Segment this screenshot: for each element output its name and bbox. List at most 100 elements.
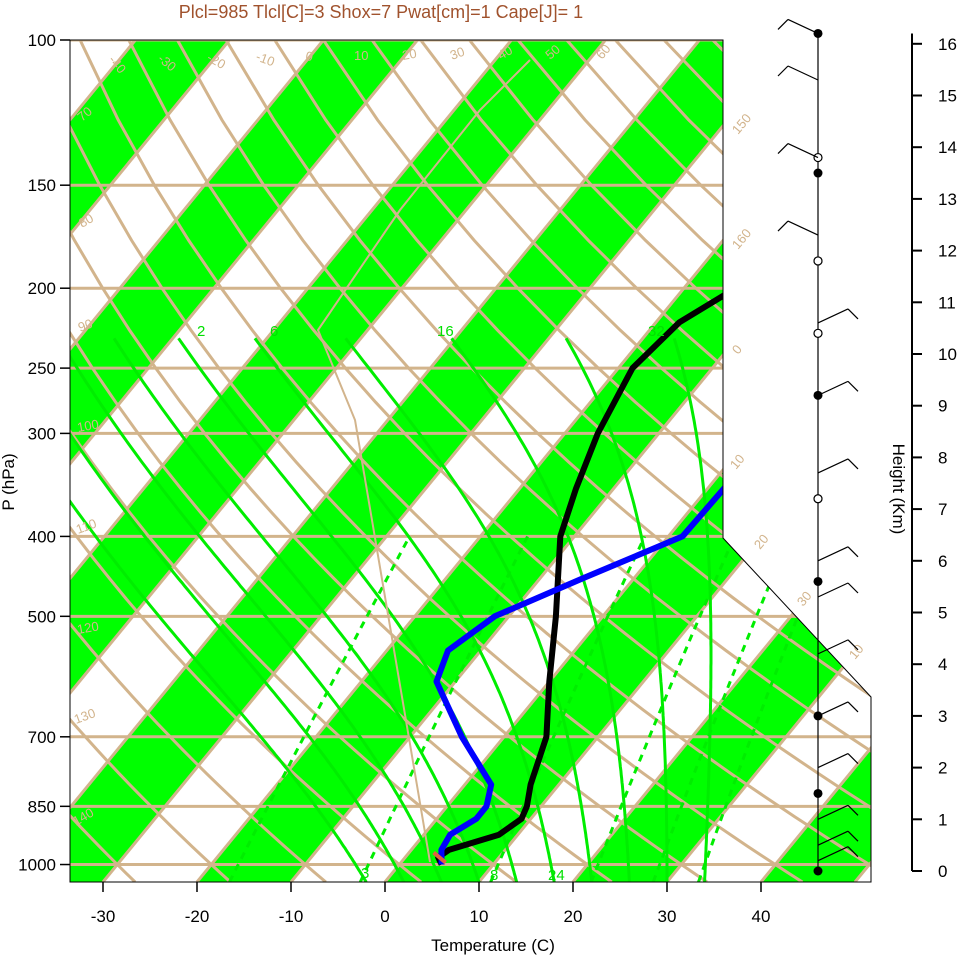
mixing-ratio-line: [489, 535, 647, 882]
height-tick-label: 1: [938, 810, 947, 829]
temperature-band: [70, 40, 418, 882]
pressure-tick-label: 300: [28, 424, 56, 443]
moist-adiabat-line: [70, 337, 406, 882]
moist-adiabat-line: [70, 337, 443, 882]
moist-adiabat-line: [70, 337, 368, 882]
height-tick-label: 12: [938, 242, 957, 261]
x-tick-label: -10: [279, 907, 304, 926]
wind-barb: [787, 18, 819, 35]
isotherm-line: [101, 40, 795, 882]
mixing-ratio-line: [228, 535, 411, 882]
height-marker: [813, 168, 823, 178]
dry-adiabat-line: [70, 40, 613, 882]
temperature-band: [949, 40, 961, 882]
wind-barb-feather: [777, 220, 789, 232]
isotherm-label: 100: [76, 416, 100, 435]
wind-barb-feather: [847, 639, 859, 651]
temperature-line: [435, 40, 871, 866]
pressure-tick-label: 200: [28, 279, 56, 298]
open-height-marker: [813, 256, 823, 266]
isotherm-label: 10: [846, 641, 867, 662]
dry-adiabat-line: [322, 40, 871, 882]
mixing-ratio-label: 6: [270, 323, 278, 340]
pressure-tick-label: 100: [28, 31, 56, 50]
moist-adiabat-line: [672, 337, 713, 882]
open-height-marker: [813, 494, 823, 504]
pressure-tick-label: 400: [28, 527, 56, 546]
dry-adiabat-line: [70, 40, 232, 882]
isotherm-label: 20: [751, 531, 772, 552]
height-tick-label: 10: [938, 345, 957, 364]
frame-outline: [69, 39, 872, 883]
mixing-ratio-label: 24: [548, 867, 565, 884]
height-marker: [813, 788, 823, 798]
wind-barb-feather: [777, 65, 789, 77]
isotherm-label: 150: [729, 111, 754, 137]
dry-adiabat-line: [127, 40, 871, 882]
height-tick-label: 16: [938, 35, 957, 54]
pressure-tick-label: 250: [28, 359, 56, 378]
wind-barb: [817, 804, 849, 820]
dry-adiabat-line: [70, 40, 137, 882]
temperature-band: [70, 40, 606, 882]
wind-barb: [817, 701, 849, 717]
parcel-path: [316, 59, 531, 863]
isotherm-line: [70, 40, 607, 882]
height-tick-label: 13: [938, 190, 957, 209]
x-tick-label: 10: [470, 907, 489, 926]
pressure-tick-label: 700: [28, 728, 56, 747]
wind-barb-feather: [847, 380, 859, 392]
isotherm-label: 110: [74, 516, 99, 537]
wind-barb-feather: [847, 582, 859, 594]
pressure-tick-label: 150: [28, 176, 56, 195]
isotherm-label: 40: [495, 42, 515, 62]
isotherm-label: 0: [304, 48, 314, 64]
isotherm-line: [665, 40, 871, 882]
wind-barb: [787, 220, 819, 236]
isotherm-label: 10: [354, 48, 368, 63]
mixing-ratio-label: 3: [361, 865, 369, 882]
height-marker: [813, 866, 823, 876]
wind-barb: [817, 846, 849, 862]
mixing-ratio-line: [651, 535, 791, 882]
height-tick-label: 15: [938, 87, 957, 106]
dry-adiabat-line: [273, 40, 871, 882]
y-axis-label: P (hPa): [0, 453, 18, 510]
plot-frame: [69, 39, 872, 883]
wind-barb-feather: [847, 830, 859, 842]
pressure-tick-label: 1000: [18, 856, 56, 875]
plot-area: [70, 40, 961, 882]
surface-marker: [432, 850, 447, 865]
dry-adiabat-line: [78, 40, 871, 882]
wind-barb: [787, 142, 819, 159]
wind-barb-feather: [847, 804, 859, 816]
x-tick-label: 0: [380, 907, 389, 926]
dry-adiabat-line: [176, 40, 871, 882]
height-tick-label: 8: [938, 448, 947, 467]
height-tick-label: 11: [938, 293, 956, 312]
height-tick-label: 5: [938, 604, 947, 623]
isotherm-label: 20: [401, 46, 418, 63]
isotherm-label: 80: [76, 210, 96, 230]
x-axis: -30 -20 -10 0 10 20 30 40: [91, 882, 770, 926]
wind-profile: [777, 18, 859, 876]
isotherm-line: [70, 40, 325, 882]
isotherm-label: 160: [729, 226, 754, 252]
mixing-ratio-line: [697, 535, 832, 882]
wind-barb: [817, 639, 849, 655]
wind-barb: [817, 753, 849, 769]
dry-adiabat-line: [370, 40, 871, 882]
height-axis-label: Height (Km): [889, 444, 908, 535]
isobar-lines: [70, 40, 871, 867]
height-tick-label: 3: [938, 707, 947, 726]
pressure-tick-label: 850: [28, 797, 56, 816]
dry-adiabat-line: [70, 40, 518, 882]
isotherm-label: 30: [794, 588, 815, 609]
mixing-ratio-line: [589, 535, 736, 882]
mixing-ratio-label: 16: [437, 323, 454, 340]
wind-barb: [817, 830, 849, 846]
temperature-band: [573, 40, 871, 882]
height-tick-label: 14: [938, 138, 957, 157]
wind-barb-feather: [847, 458, 859, 470]
